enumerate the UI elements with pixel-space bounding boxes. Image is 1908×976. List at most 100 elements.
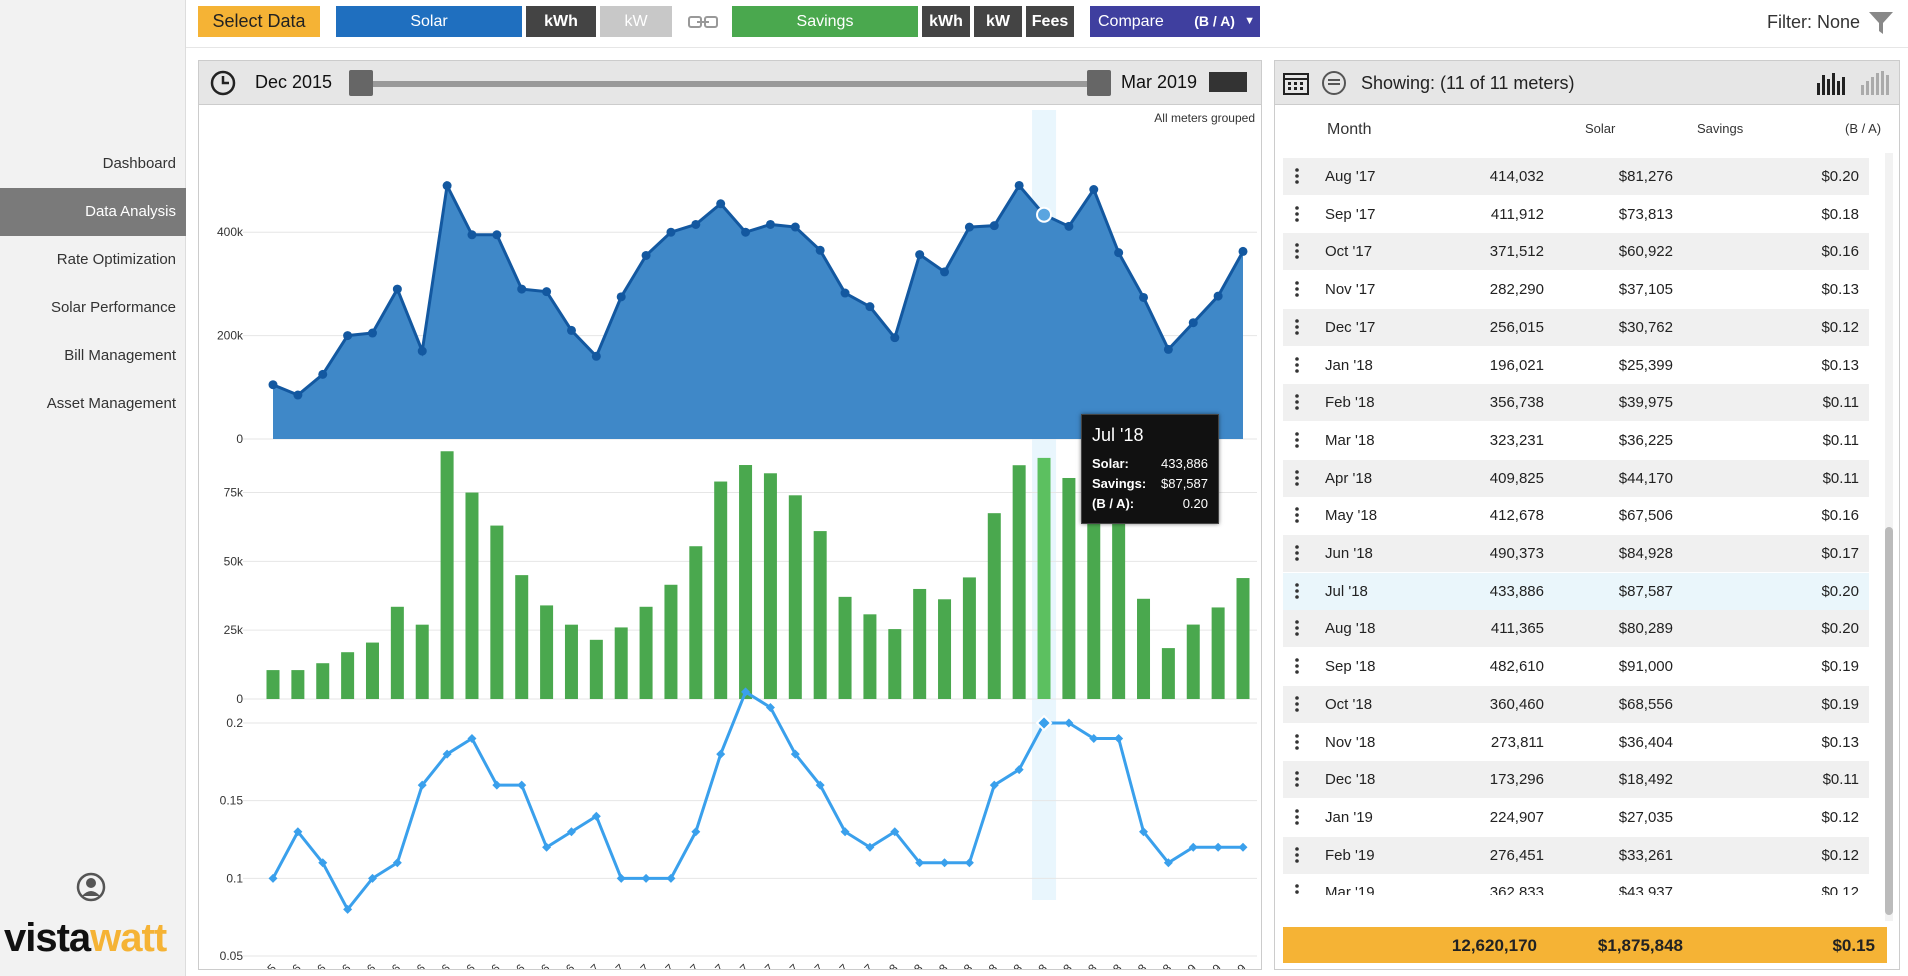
table-row[interactable]: Nov '18 273,811 $36,404 $0.13 [1283,724,1869,761]
savings-bar [316,663,330,699]
row-menu-icon[interactable] [1295,884,1299,895]
savings-kw-button[interactable]: kW [974,6,1022,37]
savings-bar [664,584,678,699]
table-row[interactable]: Mar '19 362,833 $43,937 $0.12 [1283,874,1869,895]
solar-kw-button[interactable]: kW [600,6,672,37]
table-row[interactable]: Feb '19 276,451 $33,261 $0.12 [1283,836,1869,874]
solar-point [318,369,328,379]
table-row[interactable]: Oct '17 371,512 $60,922 $0.16 [1283,233,1869,271]
row-menu-icon[interactable] [1295,733,1299,750]
ratio-point-highlight [1035,714,1053,732]
cell-savings: $73,813 [1618,205,1673,223]
table-row[interactable]: May '18 412,678 $67,506 $0.16 [1283,497,1869,534]
table-row[interactable]: Dec '17 256,015 $30,762 $0.12 [1283,308,1869,346]
row-menu-icon[interactable] [1295,469,1299,486]
filter-icon[interactable] [1868,10,1894,36]
stacked-chart-view-icon[interactable] [1859,69,1891,97]
range-start-label: Dec 2015 [255,72,333,92]
sidebar-item-asset-management[interactable]: Asset Management [46,395,176,412]
cell-month: Dec '17 [1325,318,1376,336]
cell-month: Sep '18 [1325,658,1376,676]
solar-point [566,325,576,335]
row-menu-icon[interactable] [1295,846,1299,863]
savings-bar [564,624,578,699]
slider-track[interactable] [359,81,1099,87]
row-menu-icon[interactable] [1295,620,1299,637]
bar-chart-view-icon[interactable] [1815,69,1847,97]
savings-bar [888,629,902,699]
table-row[interactable]: Nov '17 282,290 $37,105 $0.13 [1283,271,1869,308]
cell-solar: 414,032 [1489,168,1544,185]
row-menu-icon[interactable] [1295,205,1299,222]
column-header-solar[interactable]: Solar [1585,121,1616,136]
row-menu-icon[interactable] [1295,695,1299,712]
row-menu-icon[interactable] [1295,771,1299,787]
cell-solar: 411,365 [1490,620,1544,638]
slider-start-handle[interactable] [349,70,373,96]
table-row[interactable]: Apr '18 409,825 $44,170 $0.11 [1283,459,1869,497]
sidebar-item-dashboard[interactable]: Dashboard [102,155,176,172]
table-row[interactable]: Jan '18 196,021 $25,399 $0.13 [1283,347,1869,384]
solar-button[interactable]: Solar [336,6,522,37]
user-icon[interactable] [76,872,106,902]
row-menu-icon[interactable] [1295,809,1299,825]
cell-savings: $68,556 [1618,695,1673,713]
table-row[interactable]: Jan '19 224,907 $27,035 $0.12 [1283,799,1869,836]
scrollbar-thumb[interactable] [1885,527,1893,915]
savings-button[interactable]: Savings [732,6,918,37]
meters-icon[interactable] [1321,71,1347,95]
cell-month: Sep '17 [1325,205,1376,223]
compare-dropdown[interactable]: Compare (B / A) ▼ [1090,6,1260,37]
sidebar-item-bill-management[interactable]: Bill Management [64,347,176,364]
table-row[interactable]: Dec '18 173,296 $18,492 $0.11 [1283,761,1869,799]
sidebar-item-rate-optimization[interactable]: Rate Optimization [56,251,176,268]
link-icon[interactable] [688,14,718,30]
ratio-point [517,780,527,790]
row-menu-icon[interactable] [1295,545,1299,561]
row-menu-icon[interactable] [1295,432,1299,448]
cell-ratio: $0.16 [1821,507,1859,525]
row-menu-icon[interactable] [1295,243,1299,260]
table-row[interactable]: Feb '18 356,738 $39,975 $0.11 [1283,384,1869,422]
row-menu-icon[interactable] [1295,168,1299,184]
solar-point [268,380,278,390]
table-row[interactable]: Sep '18 482,610 $91,000 $0.19 [1283,648,1869,685]
row-menu-icon[interactable] [1295,356,1299,373]
column-header-savings[interactable]: Savings [1697,121,1744,136]
row-menu-icon[interactable] [1295,507,1299,524]
cell-ratio: $0.17 [1821,545,1859,562]
calendar-icon[interactable] [1283,71,1309,95]
table-row[interactable]: Sep '17 411,912 $73,813 $0.18 [1283,196,1869,233]
totals-row: 12,620,170 $1,875,848 $0.15 [1283,927,1887,963]
cell-ratio: $0.12 [1821,318,1859,336]
cell-ratio: $0.12 [1821,808,1859,826]
sidebar-item-solar-performance[interactable]: Solar Performance [50,299,176,316]
solar-point [1014,180,1024,190]
row-menu-icon[interactable] [1295,318,1299,335]
table-row[interactable]: Aug '18 411,365 $80,289 $0.20 [1283,610,1869,648]
legend-swatch[interactable] [1209,72,1247,92]
fees-button[interactable]: Fees [1026,6,1074,37]
slider-end-handle[interactable] [1087,70,1111,96]
sidebar-item-data-analysis[interactable]: Data Analysis [0,188,186,236]
column-header-ratio[interactable]: (B / A) [1845,121,1882,136]
table-row[interactable]: Jun '18 490,373 $84,928 $0.17 [1283,535,1869,572]
table-row[interactable]: Jul '18 433,886 $87,587 $0.20 [1283,572,1869,610]
row-menu-icon[interactable] [1295,658,1299,674]
tooltip-savings-value: $87,587 [1161,476,1208,491]
savings-kwh-button[interactable]: kWh [922,6,970,37]
filter-label[interactable]: Filter: None [1766,12,1860,32]
y-tick-label: 0.2 [226,716,243,730]
row-menu-icon[interactable] [1295,394,1299,410]
row-menu-icon[interactable] [1295,582,1299,599]
solar-kwh-button[interactable]: kWh [526,6,596,37]
row-menu-icon[interactable] [1295,281,1299,297]
cell-month: Dec '18 [1325,771,1376,789]
column-header-month[interactable]: Month [1327,121,1372,138]
table-row[interactable]: Mar '18 323,231 $36,225 $0.11 [1283,422,1869,459]
savings-bar [365,642,379,699]
select-data-button[interactable]: Select Data [198,6,320,37]
table-row[interactable]: Oct '18 360,460 $68,556 $0.19 [1283,685,1869,723]
ratio-line [271,689,1243,913]
table-row[interactable]: Aug '17 414,032 $81,276 $0.20 [1283,158,1869,195]
